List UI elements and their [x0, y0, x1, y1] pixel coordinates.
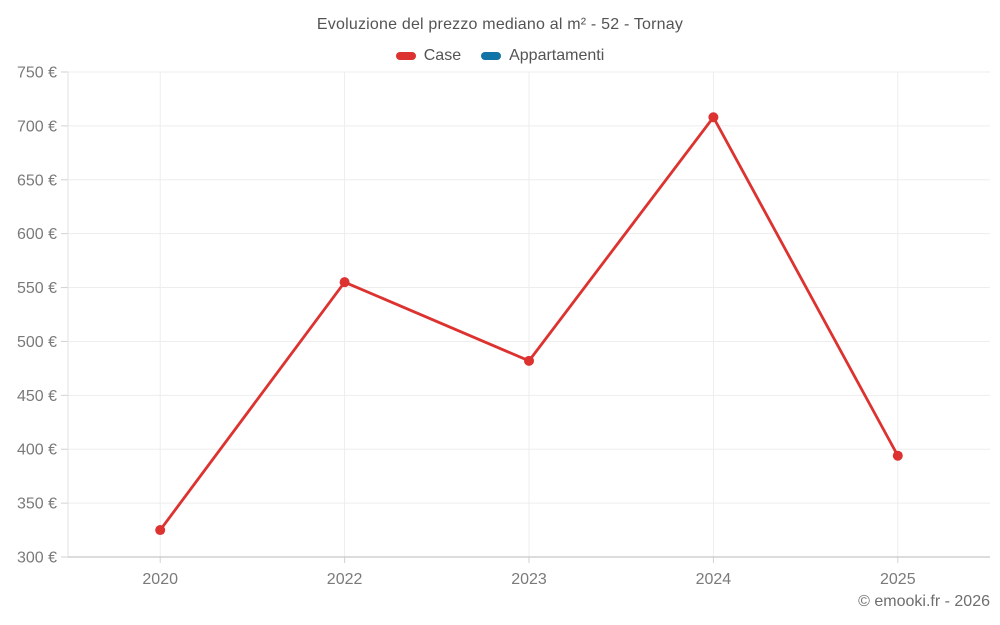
x-tick-label: 2025	[880, 571, 916, 588]
copyright-credit: © emooki.fr - 2026	[858, 593, 990, 610]
y-tick-label: 600 €	[17, 226, 57, 243]
data-point-case[interactable]	[339, 277, 350, 288]
y-tick-label: 450 €	[17, 388, 57, 405]
data-point-case[interactable]	[524, 355, 534, 366]
y-tick-label: 550 €	[17, 280, 57, 297]
y-tick-label: 650 €	[17, 172, 57, 189]
legend-label-case: Case	[423, 47, 462, 64]
y-tick-label: 300 €	[17, 550, 57, 567]
legend-label-appartamenti: Appartamenti	[509, 47, 605, 64]
y-tick-label: 700 €	[17, 118, 57, 135]
x-tick-label: 2023	[511, 571, 547, 588]
x-tick-label: 2024	[696, 571, 732, 588]
appartamenti-series-swatch-icon	[481, 52, 502, 60]
case-series-swatch-icon	[395, 52, 416, 60]
data-point-case[interactable]	[708, 112, 719, 123]
y-tick-label: 750 €	[17, 65, 57, 82]
y-tick-label: 400 €	[17, 442, 57, 459]
legend: Case Appartamenti	[0, 47, 1000, 65]
data-point-case[interactable]	[155, 525, 166, 536]
x-tick-label: 2022	[327, 571, 363, 588]
data-point-case[interactable]	[892, 450, 903, 461]
legend-item-appartamenti[interactable]: Appartamenti	[481, 47, 604, 65]
legend-item-case[interactable]: Case	[395, 47, 462, 65]
y-tick-label: 500 €	[17, 334, 57, 351]
chart-title: Evoluzione del prezzo mediano al m² - 52…	[316, 16, 684, 33]
y-tick-label: 350 €	[17, 496, 57, 513]
x-tick-label: 2020	[142, 571, 178, 588]
